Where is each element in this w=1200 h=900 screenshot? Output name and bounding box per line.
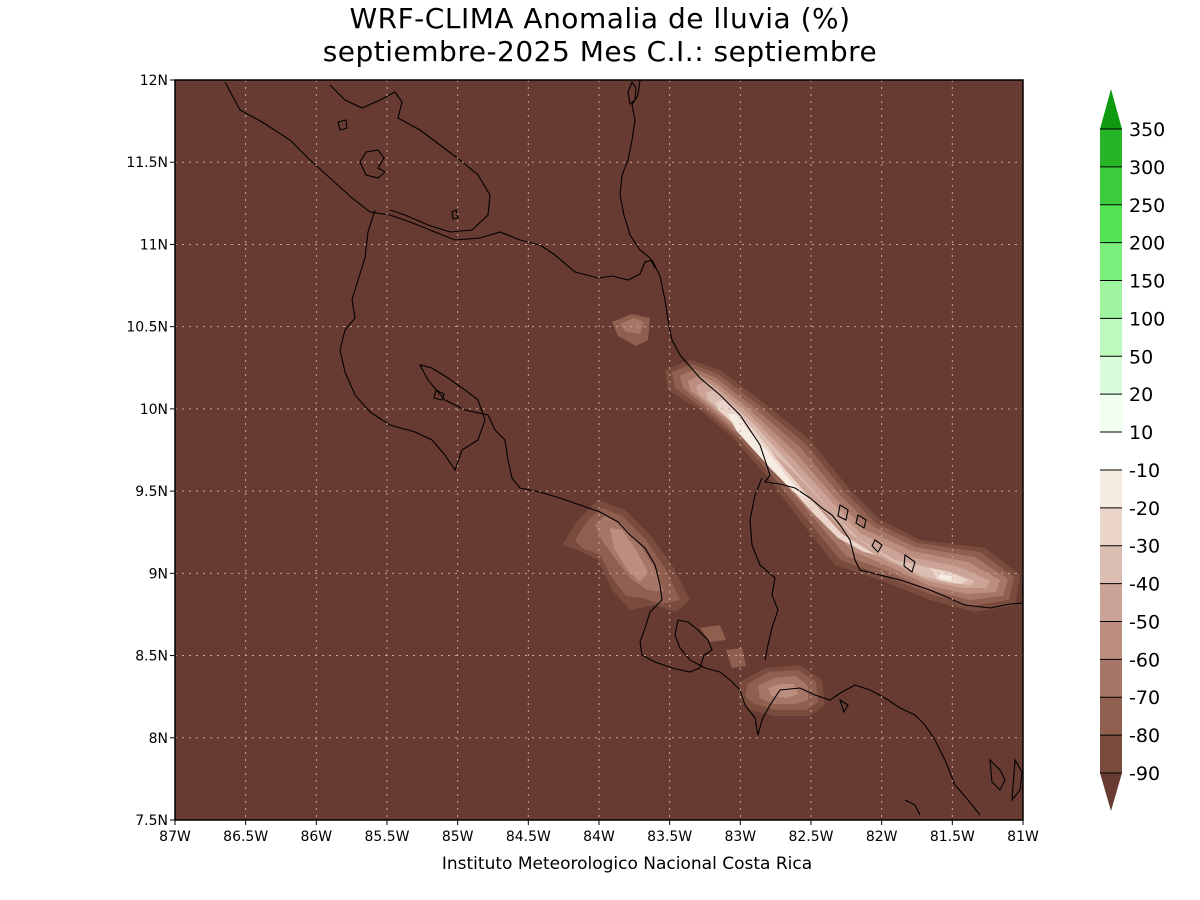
lat-tick-label: 10.5N xyxy=(126,320,168,336)
lat-tick-label: 12N xyxy=(140,73,168,89)
colorbar-bottom-arrow xyxy=(1100,773,1122,811)
colorbar-label: 10 xyxy=(1129,422,1153,444)
map-axes: 87W 86.5W 86W 85.5W 85W 84.5W 84W 83.5W 83W 82.5W… xyxy=(126,73,1039,845)
colorbar-segment xyxy=(1100,280,1122,319)
colorbar-label: -80 xyxy=(1129,725,1160,747)
colorbar-segment xyxy=(1100,129,1122,167)
shading-caribbean-band xyxy=(665,360,1020,612)
colorbar-segment xyxy=(1100,621,1122,660)
colorbar-label: 150 xyxy=(1129,271,1165,293)
colorbar-segment xyxy=(1100,545,1122,584)
lat-tick-label: 11.5N xyxy=(126,155,168,171)
colorbar-label: 350 xyxy=(1129,119,1165,141)
colorbar-segment xyxy=(1100,356,1122,395)
colorbar-label: -40 xyxy=(1129,574,1160,596)
colorbar-label: -10 xyxy=(1129,460,1160,482)
colorbar-segment xyxy=(1100,242,1122,281)
shading-pacific-band xyxy=(562,500,690,612)
institution-credit: Instituto Meteorologico Nacional Costa R… xyxy=(442,854,812,874)
colorbar-top-arrow xyxy=(1100,89,1122,129)
lon-tick-label: 85.5W xyxy=(364,829,409,845)
lon-tick-label: 81.5W xyxy=(930,829,975,845)
colorbar: 350 300 250 200 150 100 50 20 10 -10 -20 -30 -40 -50 -… xyxy=(1100,89,1165,811)
colorbar-label: 100 xyxy=(1129,308,1165,330)
colorbar-label: 250 xyxy=(1129,195,1165,217)
colorbar-segment xyxy=(1100,318,1122,357)
lon-tick-label: 81W xyxy=(1007,829,1039,845)
lat-tick-label: 10N xyxy=(140,402,168,418)
lon-tick-label: 84W xyxy=(583,829,615,845)
lon-tick-label: 86.5W xyxy=(223,829,268,845)
lon-tick-label: 82W xyxy=(866,829,898,845)
colorbar-segment xyxy=(1100,507,1122,546)
lat-tick-label: 8N xyxy=(149,731,168,747)
colorbar-label: 200 xyxy=(1129,233,1165,255)
lon-tick-label: 83W xyxy=(724,829,756,845)
lon-tick-label: 86W xyxy=(300,829,332,845)
colorbar-segment xyxy=(1100,166,1122,205)
lat-tick-label: 7.5N xyxy=(135,813,168,829)
colorbar-segment xyxy=(1100,659,1122,698)
map-title-line-2: septiembre-2025 Mes C.I.: septiembre xyxy=(322,35,878,68)
colorbar-label: 20 xyxy=(1129,384,1153,406)
lon-tick-label: 83.5W xyxy=(647,829,692,845)
colorbar-label: 50 xyxy=(1129,346,1153,368)
lon-tick-label: 85W xyxy=(442,829,474,845)
colorbar-segment xyxy=(1100,469,1122,508)
plot-area xyxy=(175,80,1023,820)
colorbar-segment xyxy=(1100,204,1122,243)
colorbar-label: 300 xyxy=(1129,157,1165,179)
colorbar-label: -30 xyxy=(1129,536,1160,558)
colorbar-segment xyxy=(1100,432,1122,470)
colorbar-segment xyxy=(1100,394,1122,433)
lon-tick-label: 87W xyxy=(159,829,191,845)
anomaly-shading xyxy=(562,314,1020,716)
colorbar-segment xyxy=(1100,735,1122,773)
graticule xyxy=(175,80,1023,820)
colorbar-segment xyxy=(1100,697,1122,736)
colorbar-label: -90 xyxy=(1129,763,1160,785)
lat-tick-label: 9N xyxy=(149,566,168,582)
colorbar-label: -20 xyxy=(1129,498,1160,520)
colorbar-label: -70 xyxy=(1129,687,1160,709)
lat-tick-label: 8.5N xyxy=(135,649,168,665)
map-title-line-1: WRF-CLIMA Anomalia de lluvia (%) xyxy=(349,2,851,35)
colorbar-label: -60 xyxy=(1129,649,1160,671)
colorbar-label: -50 xyxy=(1129,611,1160,633)
lat-tick-label: 9.5N xyxy=(135,484,168,500)
colorbar-segment xyxy=(1100,583,1122,622)
lon-tick-label: 82.5W xyxy=(788,829,833,845)
lat-tick-label: 11N xyxy=(140,237,168,253)
lon-tick-label: 84.5W xyxy=(506,829,551,845)
